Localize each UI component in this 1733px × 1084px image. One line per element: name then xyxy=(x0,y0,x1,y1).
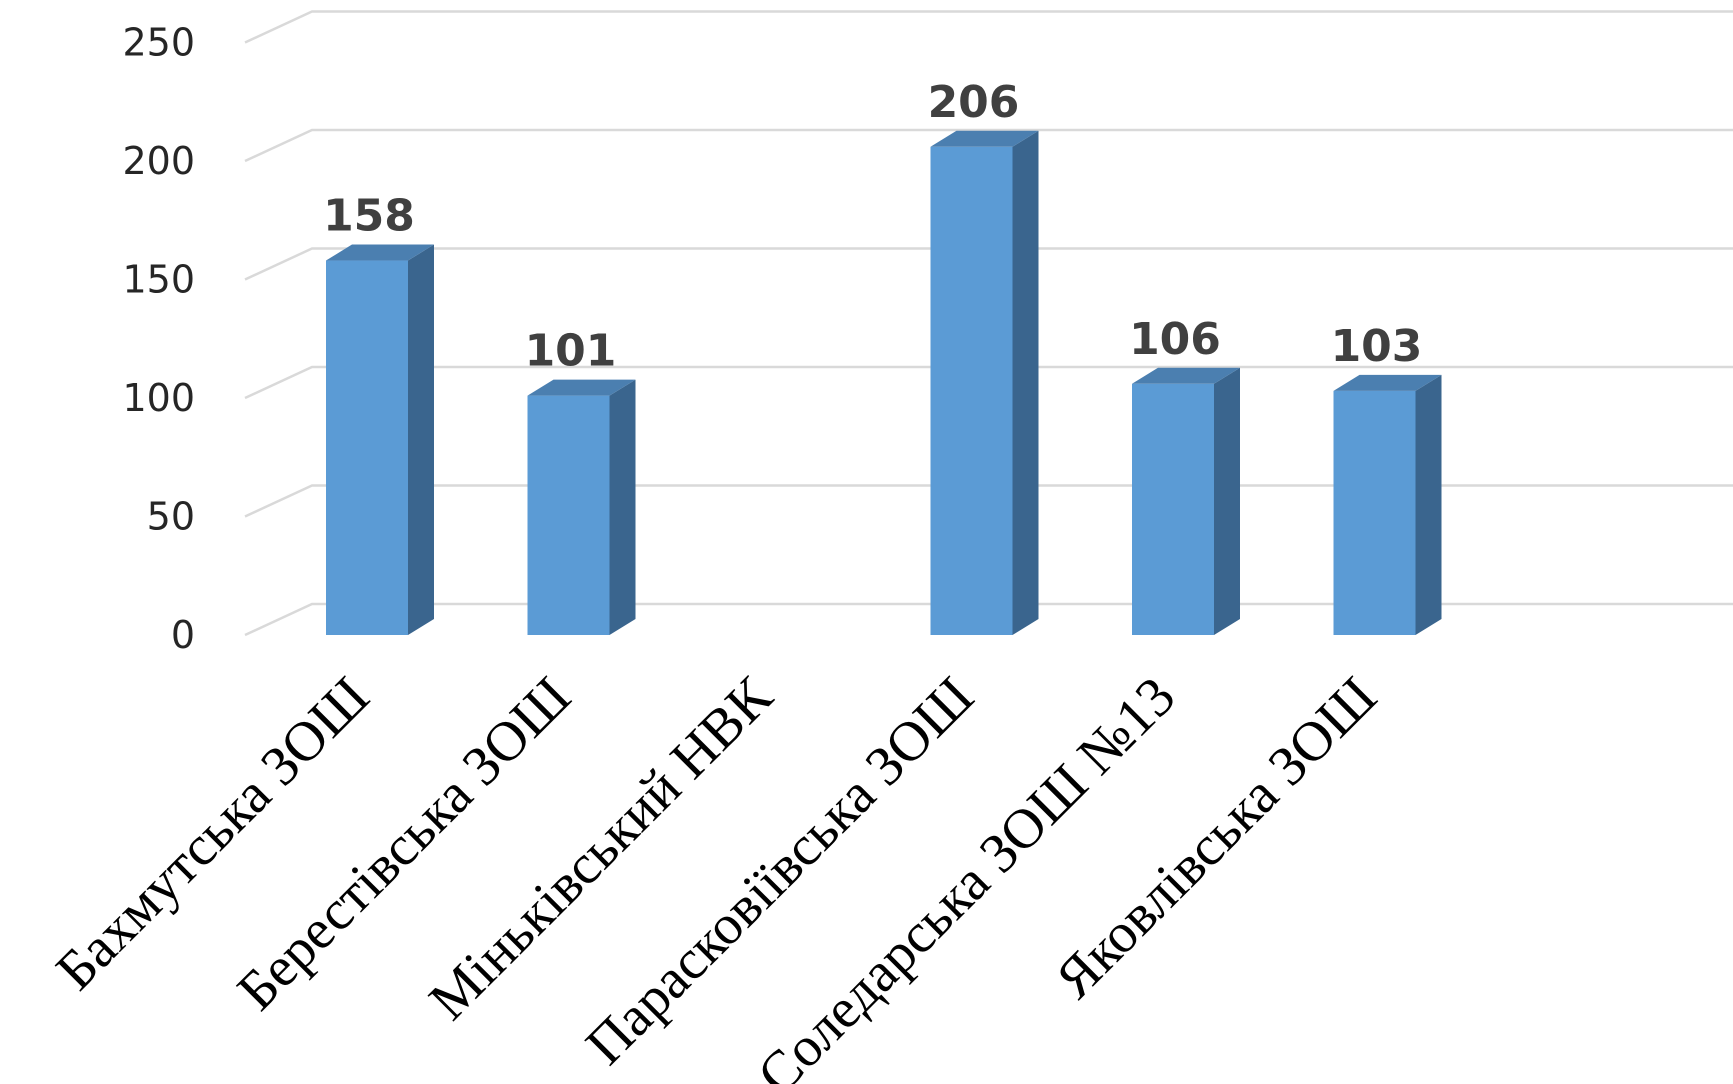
data-label: 206 xyxy=(928,77,1020,128)
gridline xyxy=(244,484,1733,518)
bar-side xyxy=(1415,374,1442,635)
y-tick-label: 150 xyxy=(122,258,195,302)
gridline xyxy=(244,365,1733,400)
gridline xyxy=(244,602,1733,637)
x-tick-label: Парасковіївська ЗОШ xyxy=(574,665,985,1076)
bar-front xyxy=(1333,390,1416,635)
y-tick-label: 250 xyxy=(122,21,195,65)
gridline xyxy=(244,247,1733,281)
bar-top xyxy=(527,379,636,396)
data-labels: 158 101 206 106 103 xyxy=(323,77,1422,377)
bar-top xyxy=(326,244,434,261)
y-tick-label: 50 xyxy=(147,495,195,539)
data-label: 103 xyxy=(1331,321,1423,372)
bar-front xyxy=(930,146,1013,635)
bar-top xyxy=(1333,374,1442,391)
data-label: 158 xyxy=(323,191,415,242)
bar-top xyxy=(1132,367,1240,384)
y-tick-label: 0 xyxy=(171,613,195,657)
y-axis-ticks: 0 50 100 150 200 250 xyxy=(122,21,195,658)
bar-top xyxy=(930,130,1039,147)
data-label: 106 xyxy=(1129,314,1221,365)
bar-front xyxy=(527,395,610,635)
bar-side xyxy=(609,379,636,635)
x-tick-label: Берестівська ЗОШ xyxy=(226,665,583,1022)
gridline xyxy=(244,128,1733,163)
bars xyxy=(326,130,1442,636)
gridline xyxy=(244,10,1733,44)
bar-front xyxy=(326,260,408,635)
bar-side xyxy=(1214,367,1240,635)
y-tick-label: 100 xyxy=(122,376,195,420)
x-tick-label: Міньківський НВК xyxy=(418,665,785,1032)
y-tick-label: 200 xyxy=(122,139,195,183)
bar-side xyxy=(408,244,434,636)
bar-side xyxy=(1012,130,1039,635)
gridlines xyxy=(244,10,1733,637)
bar-front xyxy=(1132,383,1214,635)
data-label: 101 xyxy=(525,326,617,377)
